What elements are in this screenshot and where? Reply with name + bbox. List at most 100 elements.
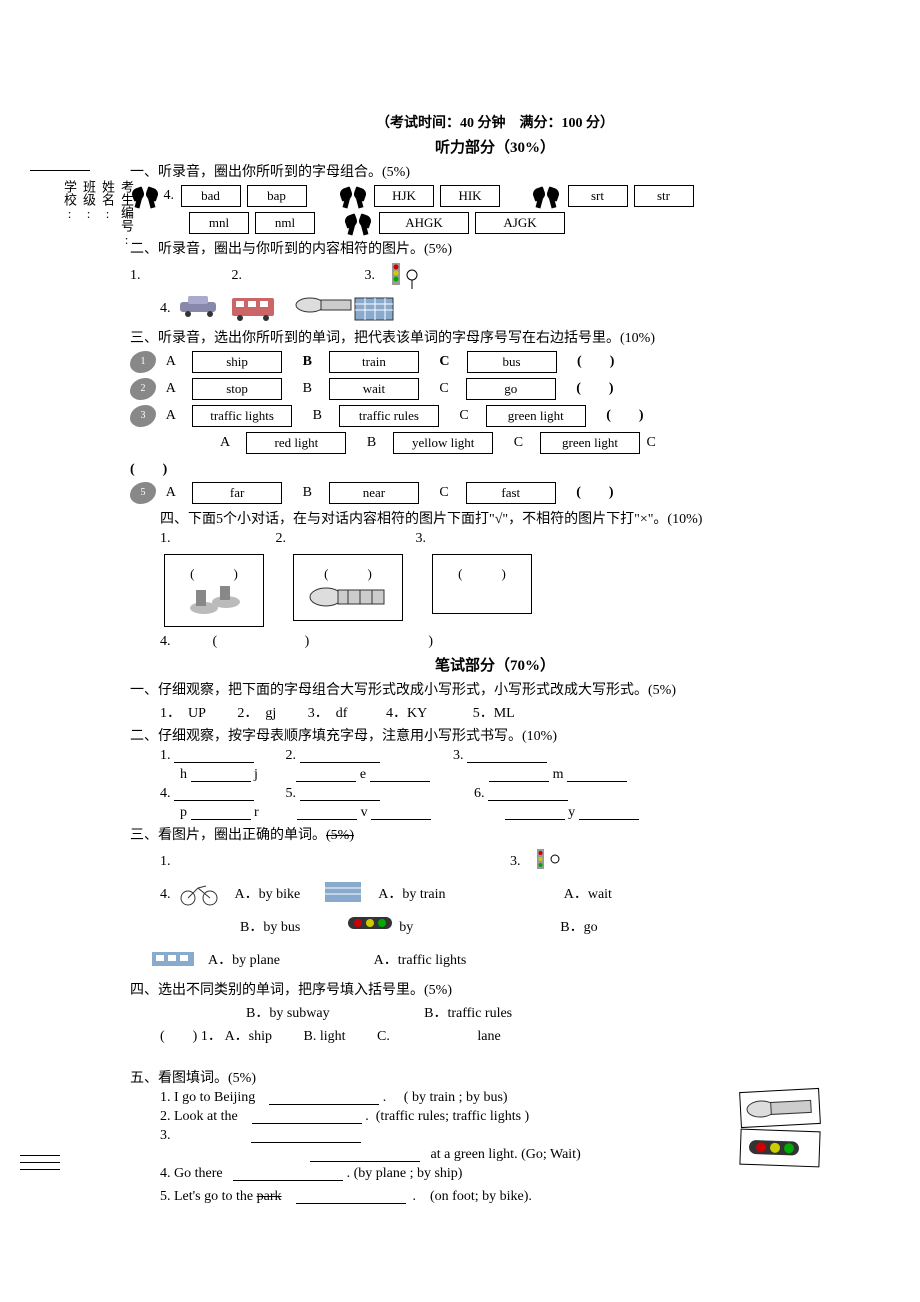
paren[interactable]: ( ): [160, 1029, 197, 1044]
w4-title: 四、选出不同类别的单词，把序号填入括号里。(5%): [130, 979, 860, 999]
blank[interactable]: [269, 1091, 379, 1105]
train-icon: [744, 1093, 815, 1123]
answer-paren[interactable]: ( ): [576, 381, 613, 396]
blank[interactable]: [296, 768, 356, 782]
train-icon: [295, 294, 345, 324]
opt-cell: near: [329, 482, 419, 504]
opt-label: A: [166, 381, 175, 396]
paren[interactable]: ( ): [324, 566, 372, 581]
blank[interactable]: [467, 749, 547, 763]
opt-cell: far: [192, 482, 282, 504]
opt-cell: bus: [467, 351, 557, 373]
w2-letter: j: [254, 767, 258, 782]
w5-i5: 5. Let's go to the park . (on foot; by b…: [160, 1185, 860, 1205]
answer-paren[interactable]: ( ): [576, 485, 613, 500]
blank[interactable]: [296, 1190, 406, 1204]
blank[interactable]: [579, 806, 639, 820]
opt-label: B: [303, 354, 312, 369]
w2-n: 6.: [474, 786, 485, 801]
blank[interactable]: [252, 1110, 362, 1124]
opt-cell: yellow light: [393, 432, 493, 454]
w2-row1b: h j e m: [180, 767, 860, 783]
w3-title-strike: (5%): [326, 828, 354, 843]
blank[interactable]: [191, 806, 251, 820]
blank[interactable]: [174, 749, 254, 763]
blank[interactable]: [251, 1129, 361, 1143]
paren[interactable]: ): [305, 634, 310, 649]
n: 4.: [160, 1166, 171, 1181]
q1-cell: nml: [255, 212, 315, 234]
blank[interactable]: [488, 787, 568, 801]
q4-box1: ( ): [164, 554, 264, 627]
blank[interactable]: [174, 787, 254, 801]
paren[interactable]: ( ): [190, 566, 238, 581]
txt-strike: park: [257, 1189, 282, 1204]
paren[interactable]: (: [213, 634, 218, 649]
blank[interactable]: [297, 806, 357, 820]
blank[interactable]: [233, 1167, 343, 1181]
n: 2.: [160, 1109, 171, 1124]
blank[interactable]: [489, 768, 549, 782]
w2-row2: 4. 5. 6.: [160, 786, 860, 802]
opt-label: A: [220, 435, 229, 450]
w5-side-images: [740, 1090, 820, 1166]
q3-r4-paren: ( ): [130, 458, 860, 478]
feet-icon: [184, 582, 244, 618]
paren[interactable]: ( ): [458, 566, 506, 581]
txt: I go to Beijing: [174, 1090, 255, 1105]
building-icon: [349, 294, 399, 324]
w3-title-row: 三、看图片，圈出正确的单词。(5%): [130, 824, 860, 844]
w1-item: 2． gj: [237, 706, 276, 721]
txt: Look at the: [174, 1109, 238, 1124]
w2-row2b: p r v y: [180, 805, 860, 821]
q2-row2: 4.: [160, 294, 860, 324]
w2-letter: e: [360, 767, 366, 782]
q1-cell: bad: [181, 185, 241, 207]
opt: C.: [377, 1029, 390, 1044]
opt-label: B: [367, 435, 376, 450]
hint: (traffic rules; traffic lights ): [376, 1109, 529, 1124]
page-content: （考试时间：40 分钟 满分：100 分） 听力部分（30%） 一、听录音，圈出…: [0, 0, 920, 1248]
blank[interactable]: [310, 1148, 420, 1162]
paren[interactable]: ): [428, 634, 433, 649]
answer-paren[interactable]: ( ): [130, 462, 167, 477]
q1-cell: HIK: [440, 185, 500, 207]
q1-row1: 4. badbap HJKHIK srtstr: [130, 184, 860, 208]
q4-n3: 3.: [416, 531, 427, 546]
blank[interactable]: [567, 768, 627, 782]
txt: . (by plane ; by ship): [347, 1166, 463, 1181]
opt: by: [399, 920, 413, 935]
w2-n: 5.: [286, 786, 297, 801]
opt-cell: red light: [246, 432, 346, 454]
hint: ( by train ; by bus): [404, 1090, 508, 1105]
blank[interactable]: [370, 768, 430, 782]
txt: Go there: [174, 1166, 223, 1181]
q4-box3: ( ): [432, 554, 532, 614]
leaf-icon: 2: [130, 378, 156, 400]
exam-info: （考试时间：40 分钟 满分：100 分）: [130, 112, 860, 132]
opt-label: C: [439, 381, 448, 396]
w1-item: 4．KY: [386, 706, 427, 721]
opt: A．wait: [564, 887, 612, 902]
blank[interactable]: [505, 806, 565, 820]
w3-title: 三、看图片，圈出正确的单词。: [130, 828, 326, 843]
opt: A．by bike: [235, 887, 301, 902]
w2-n: 4.: [160, 786, 171, 801]
answer-paren[interactable]: ( ): [606, 408, 643, 423]
w2-letter: v: [361, 805, 368, 820]
q2-n3: 3.: [365, 268, 376, 283]
blank[interactable]: [300, 787, 380, 801]
answer-paren[interactable]: ( ): [577, 354, 614, 369]
q1-n4: 4.: [164, 188, 175, 203]
q2-n2: 2.: [232, 268, 243, 283]
opt-cell: ship: [192, 351, 282, 373]
w2-letter: r: [254, 805, 259, 820]
opt-label: B: [303, 381, 312, 396]
blank[interactable]: [300, 749, 380, 763]
blank[interactable]: [191, 768, 251, 782]
w3-numrow: 1. 2. 3.: [160, 847, 860, 877]
txt: .: [365, 1109, 369, 1124]
bow-icon: [531, 186, 561, 206]
blank[interactable]: [371, 806, 431, 820]
w2-letter: p: [180, 805, 187, 820]
